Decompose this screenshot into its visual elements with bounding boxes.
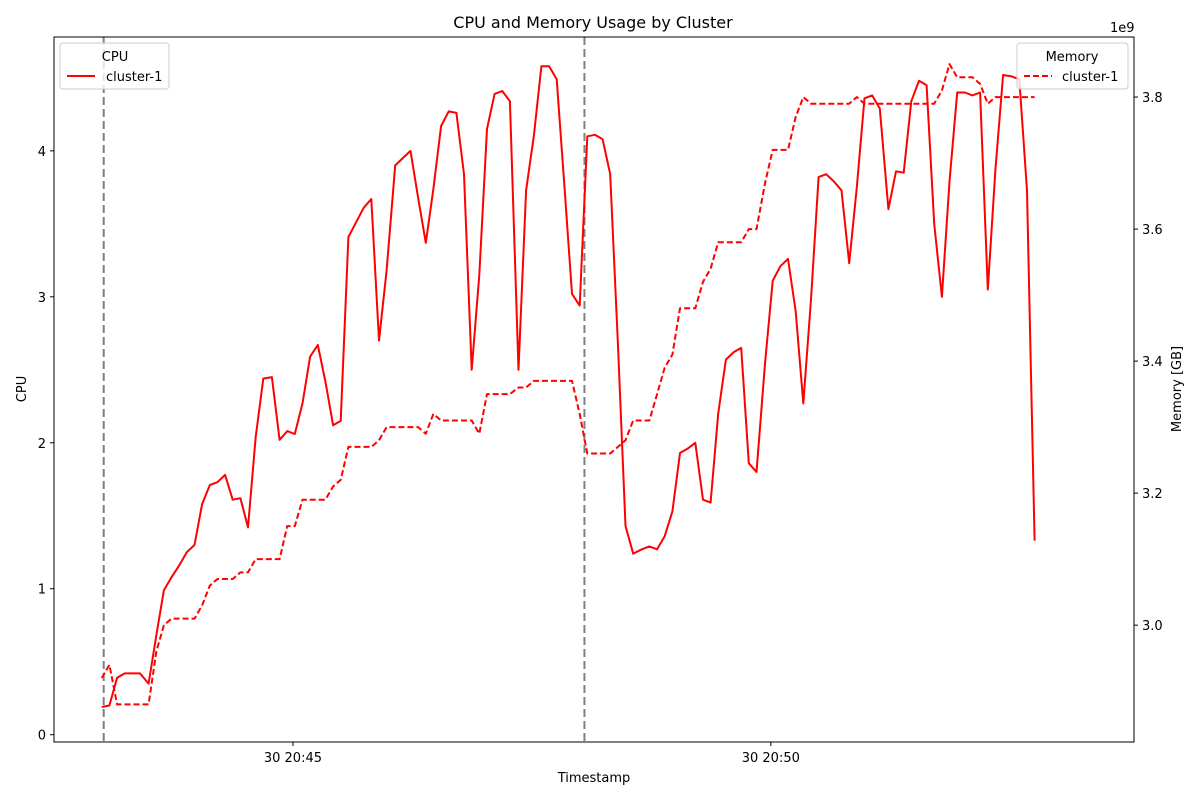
cpu-series-line bbox=[101, 65, 1036, 708]
legend-memory-entry: cluster-1 bbox=[1062, 70, 1118, 85]
legend-cpu-entry: cluster-1 bbox=[106, 70, 162, 85]
x-tick-label: 30 20:45 bbox=[264, 751, 322, 766]
right-y-axis: 3.0 3.2 3.4 3.6 3.8 bbox=[1134, 91, 1163, 634]
right-tick-label: 3.4 bbox=[1142, 355, 1163, 370]
left-tick-label: 0 bbox=[38, 729, 46, 744]
right-tick-label: 3.8 bbox=[1142, 91, 1163, 106]
legend-memory-title: Memory bbox=[1046, 50, 1099, 65]
legend-cpu-title: CPU bbox=[102, 50, 128, 65]
legend-memory: Memory cluster-1 bbox=[1016, 42, 1129, 90]
right-tick-label: 3.6 bbox=[1142, 223, 1163, 238]
right-y-axis-label: Memory [GB] bbox=[1170, 346, 1185, 432]
legend-memory-box bbox=[1016, 42, 1129, 90]
x-axis-label: Timestamp bbox=[557, 771, 631, 786]
x-axis: 30 20:45 30 20:50 bbox=[264, 742, 800, 766]
memory-series-line bbox=[100, 63, 1035, 706]
x-tick-label: 30 20:50 bbox=[742, 751, 800, 766]
legend-cpu: CPU cluster-1 bbox=[59, 42, 170, 90]
left-tick-label: 3 bbox=[38, 291, 46, 306]
plot-area bbox=[100, 37, 1036, 742]
plot-frame bbox=[53, 36, 1135, 743]
left-tick-label: 1 bbox=[38, 583, 46, 598]
right-tick-label: 3.0 bbox=[1142, 619, 1163, 634]
legend-cpu-box bbox=[59, 42, 170, 90]
left-tick-label: 4 bbox=[38, 145, 46, 160]
right-axis-offset-label: 1e9 bbox=[1110, 21, 1135, 36]
chart-title: CPU and Memory Usage by Cluster bbox=[453, 13, 733, 32]
left-y-axis: 0 1 2 3 4 bbox=[38, 145, 54, 744]
right-tick-label: 3.2 bbox=[1142, 487, 1163, 502]
left-tick-label: 2 bbox=[38, 437, 46, 452]
left-y-axis-label: CPU bbox=[15, 376, 30, 402]
